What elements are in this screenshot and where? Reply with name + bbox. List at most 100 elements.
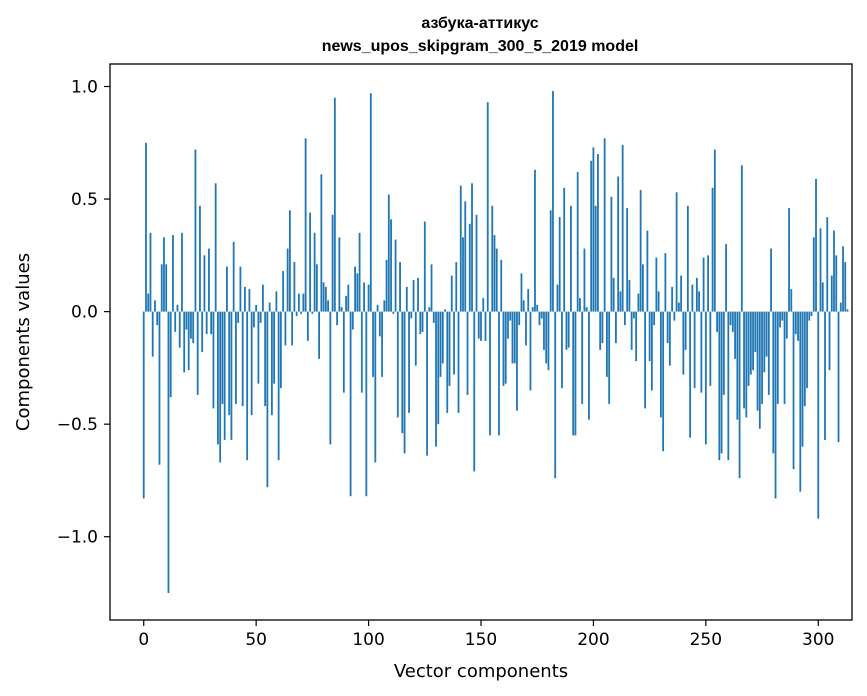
bar: [275, 291, 278, 312]
bar: [401, 311, 404, 434]
bar: [336, 311, 338, 326]
bar: [540, 311, 543, 319]
bar: [650, 311, 653, 391]
bar: [725, 244, 727, 312]
bar: [830, 275, 833, 312]
bar: [594, 205, 597, 312]
bar: [529, 311, 532, 391]
bar: [704, 311, 707, 445]
bar: [241, 311, 244, 407]
bar: [812, 237, 815, 312]
bar: [538, 311, 541, 326]
bar: [327, 300, 329, 312]
bar: [273, 311, 276, 384]
bar: [743, 311, 745, 409]
bar: [302, 293, 305, 312]
bar: [369, 93, 372, 312]
bar: [160, 264, 163, 312]
bar: [635, 311, 638, 362]
bar: [205, 311, 208, 335]
bar: [477, 311, 480, 339]
bar: [226, 266, 228, 312]
bar: [293, 262, 296, 312]
chart-title-line-2: news_upos_skipgram_300_5_2019 model: [322, 38, 639, 55]
bar: [340, 307, 343, 312]
bar: [610, 196, 613, 312]
bar-series: [142, 91, 849, 593]
bar: [435, 311, 437, 447]
bar: [668, 311, 671, 366]
bar: [522, 300, 525, 312]
bar: [295, 311, 298, 317]
bar: [347, 284, 350, 312]
bar: [763, 311, 766, 373]
bar: [255, 304, 258, 312]
bar: [581, 311, 584, 404]
bar: [441, 311, 444, 364]
bar: [210, 311, 213, 335]
x-tick-label: 250: [690, 630, 722, 650]
bar: [268, 302, 271, 312]
bar: [736, 311, 739, 420]
bar: [752, 311, 754, 371]
bar: [430, 264, 433, 312]
bar: [648, 311, 651, 362]
bar: [455, 262, 458, 312]
bar: [671, 286, 674, 312]
bar: [682, 311, 685, 375]
bar: [734, 311, 736, 359]
bar: [806, 311, 808, 389]
y-tick-label: 0.5: [71, 190, 98, 210]
bar: [199, 205, 201, 312]
bar: [817, 311, 820, 519]
bar: [142, 311, 145, 499]
bar: [574, 311, 577, 436]
bar: [230, 311, 233, 440]
bar: [828, 311, 831, 371]
bar: [239, 266, 242, 312]
bar: [718, 311, 721, 461]
bar: [821, 282, 824, 312]
y-axis-ticks: 1.0 0.5 0.0 −0.5 −1.0: [57, 78, 110, 548]
bar: [450, 275, 453, 312]
bar: [637, 293, 640, 312]
bar: [437, 311, 440, 425]
bar: [783, 311, 786, 404]
bar: [765, 311, 768, 357]
bar: [329, 311, 332, 445]
bar: [576, 172, 579, 312]
bar: [684, 311, 687, 350]
plot-frame: [109, 63, 853, 621]
bar: [808, 311, 811, 321]
bar: [518, 311, 521, 326]
bar: [740, 165, 743, 312]
bar: [270, 311, 273, 416]
bar: [543, 311, 545, 350]
bar: [349, 311, 352, 497]
bar: [358, 232, 361, 312]
bar: [745, 311, 748, 418]
bar: [158, 311, 161, 465]
bar: [662, 311, 665, 452]
bar: [588, 311, 590, 420]
bar: [394, 239, 397, 312]
bar: [498, 311, 500, 436]
bar: [606, 311, 608, 377]
bar: [363, 282, 365, 312]
bar: [799, 311, 802, 492]
bar: [259, 311, 262, 323]
bar: [727, 311, 730, 461]
bar: [545, 311, 548, 364]
bar: [176, 304, 179, 312]
bar: [491, 205, 494, 312]
bar: [599, 311, 602, 350]
bar: [691, 284, 694, 312]
bar: [315, 264, 318, 312]
bar: [212, 311, 215, 409]
bar: [217, 311, 219, 445]
bar: [262, 284, 264, 312]
bar: [702, 257, 705, 312]
bar: [187, 311, 190, 371]
bar: [214, 183, 217, 312]
bar: [534, 169, 536, 312]
